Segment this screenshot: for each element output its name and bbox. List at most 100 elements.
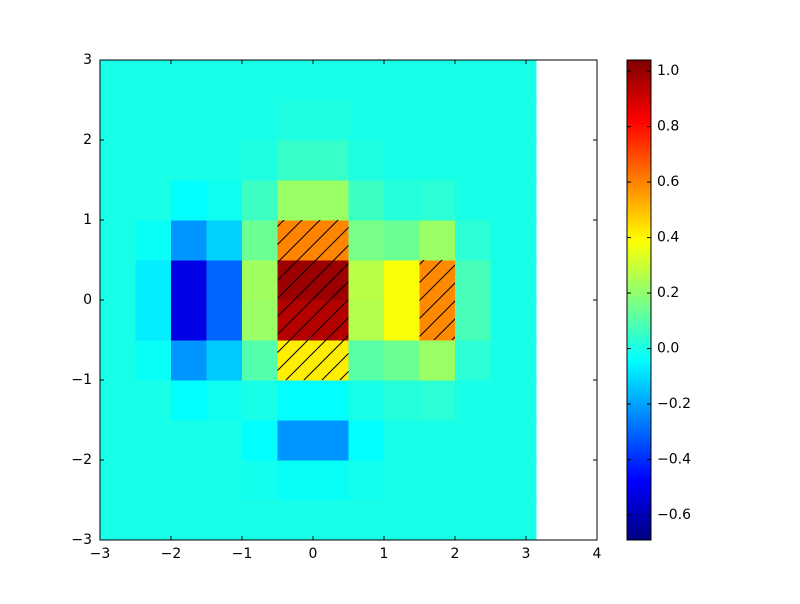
colorbar-segment — [627, 520, 651, 525]
cell — [171, 180, 207, 221]
colorbar-segment — [627, 328, 651, 333]
cell — [348, 460, 385, 501]
colorbar-tick-label: 1.0 — [657, 63, 679, 79]
y-tick-label: 3 — [83, 52, 92, 68]
cell — [348, 340, 385, 381]
cell — [384, 340, 420, 381]
colorbar-segment — [627, 76, 651, 81]
cell — [490, 300, 527, 341]
cell — [419, 340, 456, 381]
colorbar-tick-label: −0.2 — [657, 396, 691, 412]
cell — [419, 500, 456, 540]
cell — [455, 460, 491, 501]
colorbar-segment — [627, 308, 651, 313]
colorbar-segment — [627, 96, 651, 101]
cell — [171, 420, 207, 461]
colorbar-segment — [627, 140, 651, 145]
colorbar-segment — [627, 292, 651, 297]
cell — [313, 60, 349, 101]
colorbar-segment — [627, 336, 651, 341]
colorbar-segment — [627, 188, 651, 193]
y-tick-label: −2 — [71, 452, 92, 468]
cell — [135, 180, 172, 221]
colorbar-segment — [627, 408, 651, 413]
y-tick-label: 0 — [83, 292, 92, 308]
cell — [277, 500, 314, 540]
cell — [526, 500, 537, 540]
cell — [242, 60, 278, 101]
colorbar-segment — [627, 300, 651, 305]
cell — [277, 140, 314, 181]
cell — [419, 220, 456, 261]
cell — [171, 220, 207, 261]
colorbar-segment — [627, 376, 651, 381]
cell — [490, 60, 527, 101]
cell — [455, 140, 491, 181]
cell — [490, 180, 527, 221]
cell — [455, 420, 491, 461]
colorbar-segment — [627, 312, 651, 317]
colorbar-segment — [627, 304, 651, 309]
colorbar-segment — [627, 280, 651, 285]
colorbar-tick-label: 0.0 — [657, 341, 679, 357]
cell — [455, 220, 491, 261]
colorbar-segment — [627, 340, 651, 345]
colorbar-segment — [627, 64, 651, 69]
colorbar-segment — [627, 516, 651, 521]
colorbar-segment — [627, 452, 651, 457]
cell — [206, 180, 243, 221]
colorbar-segment — [627, 84, 651, 89]
y-tick-label: 2 — [83, 132, 92, 148]
cell — [526, 300, 537, 341]
colorbar-segment — [627, 184, 651, 189]
colorbar-segment — [627, 424, 651, 429]
cell — [100, 460, 136, 501]
colorbar-segment — [627, 260, 651, 265]
cell — [171, 140, 207, 181]
cell — [455, 500, 491, 540]
cell — [171, 340, 207, 381]
colorbar-segment — [627, 288, 651, 293]
colorbar-segment — [627, 320, 651, 325]
cell — [206, 340, 243, 381]
cell — [455, 340, 491, 381]
colorbar-segment — [627, 232, 651, 237]
colorbar-segment — [627, 164, 651, 169]
colorbar-segment — [627, 496, 651, 501]
colorbar-segment — [627, 296, 651, 301]
colorbar-segment — [627, 212, 651, 217]
colorbar-segment — [627, 228, 651, 233]
colorbar-segment — [627, 420, 651, 425]
colorbar-segment — [627, 124, 651, 129]
cell — [526, 380, 537, 421]
y-tick-label: 1 — [83, 212, 92, 228]
heatmap — [100, 60, 537, 540]
cell — [100, 180, 136, 221]
cell — [242, 140, 278, 181]
colorbar-segment — [627, 152, 651, 157]
colorbar-segment — [627, 444, 651, 449]
cell — [206, 60, 243, 101]
colorbar-segment — [627, 372, 651, 377]
colorbar-tick-label: −0.6 — [657, 507, 691, 523]
colorbar-frame — [626, 59, 652, 541]
cell — [348, 300, 385, 341]
x-tick-label: 1 — [380, 546, 389, 562]
colorbar-segment — [627, 180, 651, 185]
cell — [384, 100, 420, 141]
cell — [384, 500, 420, 540]
cell — [206, 140, 243, 181]
y-tick-label: −1 — [71, 372, 92, 388]
cell — [313, 500, 349, 540]
cell — [277, 180, 314, 221]
colorbar-segment — [627, 476, 651, 481]
x-tick-label: 2 — [451, 546, 460, 562]
colorbar-segment — [627, 492, 651, 497]
colorbar — [627, 60, 651, 541]
x-tick-label: 0 — [309, 546, 318, 562]
cell — [455, 100, 491, 141]
cell — [135, 420, 172, 461]
cell — [171, 260, 207, 301]
colorbar-segment — [627, 360, 651, 365]
